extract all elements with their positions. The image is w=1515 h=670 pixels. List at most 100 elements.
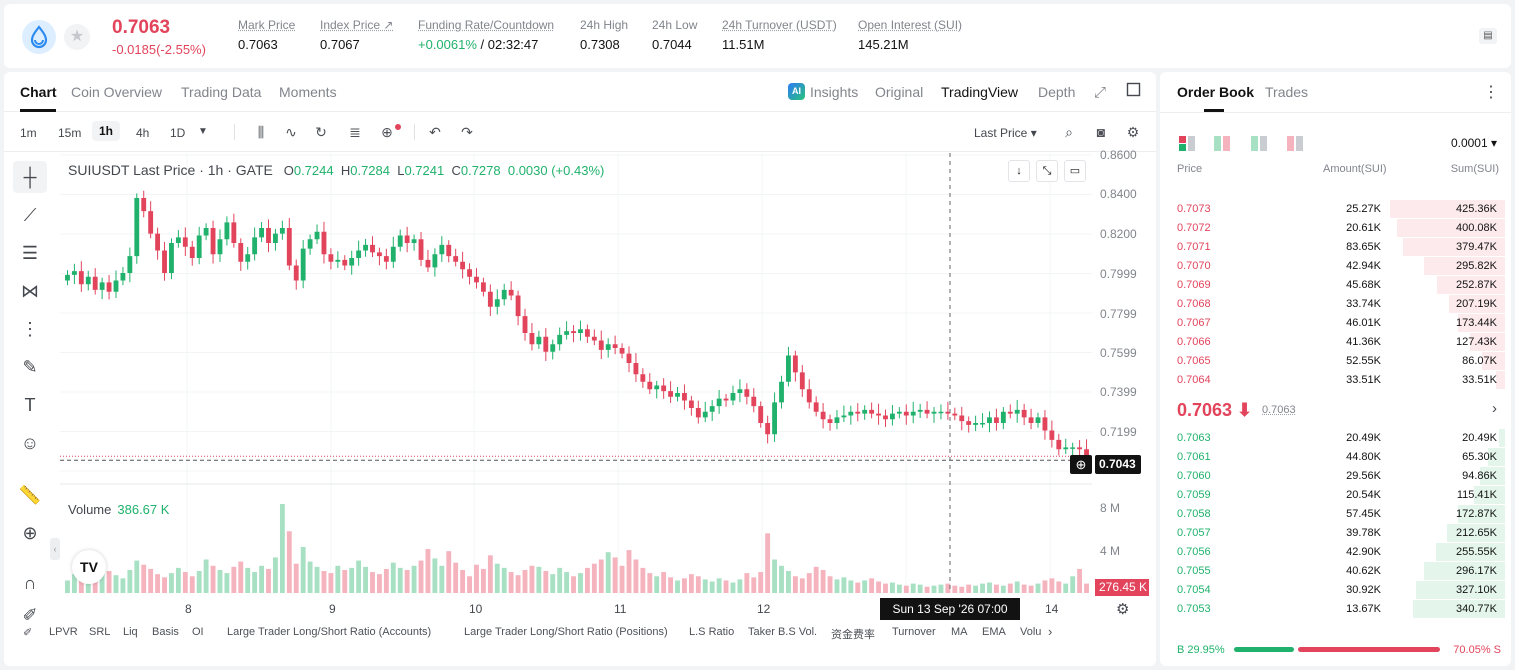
- indicator-item[interactable]: Taker B.S Vol.: [748, 626, 818, 638]
- search-icon[interactable]: ⌕: [1065, 124, 1073, 140]
- axis-settings-icon[interactable]: ⚙: [1116, 601, 1130, 618]
- tab-trading-data[interactable]: Trading Data: [181, 84, 262, 100]
- ask-row[interactable]: 0.7070 42.94K 295.82K: [1160, 257, 1511, 276]
- bid-row[interactable]: 0.7057 39.78K 212.65K: [1160, 524, 1511, 543]
- magnet-icon[interactable]: ∩: [23, 573, 37, 593]
- indicator-item[interactable]: EMA: [982, 626, 1006, 638]
- view-insights[interactable]: Insights: [810, 84, 859, 100]
- index-price-label[interactable]: Index Price ↗: [320, 18, 394, 32]
- crosshair-icon[interactable]: ┼: [13, 161, 47, 193]
- indicator-item[interactable]: 资金费率: [831, 629, 875, 641]
- layout-asks-icon[interactable]: [1287, 136, 1303, 151]
- more-options-icon[interactable]: ⋮: [1483, 84, 1499, 101]
- turnover-label[interactable]: 24h Turnover (USDT): [722, 18, 837, 32]
- indicator-item[interactable]: L.S Ratio: [689, 626, 735, 638]
- indicator-item[interactable]: Large Trader Long/Short Ratio (Positions…: [464, 626, 668, 638]
- lock-drawing-icon[interactable]: ✐: [22, 605, 38, 625]
- price-axis[interactable]: 0.8600 0.8400 0.8200 0.7999 0.7799 0.759…: [1092, 148, 1156, 595]
- bid-row[interactable]: 0.7061 44.80K 65.30K: [1160, 448, 1511, 467]
- camera-icon[interactable]: ◙: [1096, 124, 1106, 140]
- ask-row[interactable]: 0.7064 33.51K 33.51K: [1160, 371, 1511, 390]
- emoji-icon[interactable]: ☺: [20, 433, 40, 453]
- pattern-icon[interactable]: ⋈: [21, 281, 39, 301]
- tab-moments[interactable]: Moments: [279, 84, 337, 100]
- interval-1d[interactable]: 1D: [170, 126, 186, 140]
- add-order-plus-icon[interactable]: ⊕: [1070, 455, 1092, 474]
- bid-row[interactable]: 0.7060 29.56K 94.86K: [1160, 467, 1511, 486]
- ask-row[interactable]: 0.7067 46.01K 173.44K: [1160, 314, 1511, 333]
- horizontal-lines-icon[interactable]: ☰: [21, 243, 39, 263]
- ask-row[interactable]: 0.7073 25.27K 425.36K: [1160, 200, 1511, 219]
- interval-4h[interactable]: 4h: [136, 126, 150, 140]
- templates-icon[interactable]: ≣: [349, 124, 361, 140]
- tradingview-logo[interactable]: TV: [72, 550, 106, 584]
- bid-row[interactable]: 0.7058 57.45K 172.87K: [1160, 505, 1511, 524]
- ask-row[interactable]: 0.7068 33.74K 207.19K: [1160, 295, 1511, 314]
- favorite-star-icon[interactable]: ★: [64, 24, 90, 50]
- tab-order-book[interactable]: Order Book: [1177, 84, 1255, 100]
- lock-icon[interactable]: ✐: [23, 627, 33, 639]
- tab-chart[interactable]: Chart: [20, 84, 57, 100]
- chevron-right-icon[interactable]: ›: [1492, 400, 1497, 417]
- undo-icon[interactable]: ↶: [429, 124, 441, 140]
- layout-both-alt-icon[interactable]: [1214, 136, 1230, 151]
- pane-maximize-icon[interactable]: ▭: [1064, 160, 1086, 182]
- bid-row[interactable]: 0.7055 40.62K 296.17K: [1160, 562, 1511, 581]
- open-interest-label[interactable]: Open Interest (SUI): [858, 18, 963, 32]
- text-tool-icon[interactable]: T: [24, 395, 36, 415]
- indicator-item[interactable]: Turnover: [892, 626, 936, 638]
- layout-both-icon[interactable]: [1179, 136, 1195, 151]
- funding-label[interactable]: Funding Rate/Countdown: [418, 18, 555, 32]
- indicator-item[interactable]: OI: [192, 626, 204, 638]
- expand-icon[interactable]: ⤢: [1094, 84, 1107, 101]
- brush-icon[interactable]: ✎: [22, 357, 38, 377]
- collapse-toolbar-icon[interactable]: ‹: [50, 538, 60, 560]
- tab-coin-overview[interactable]: Coin Overview: [71, 84, 163, 100]
- scroll-right-icon[interactable]: ›: [1048, 624, 1053, 639]
- redo-icon[interactable]: ↷: [461, 124, 473, 140]
- tab-trades[interactable]: Trades: [1265, 84, 1309, 100]
- interval-dropdown-icon[interactable]: ▼: [198, 126, 208, 137]
- add-alert-icon[interactable]: ⊕: [381, 124, 393, 140]
- candle-type-icon[interactable]: ⫼: [257, 124, 265, 140]
- fullscreen-icon[interactable]: [1126, 82, 1141, 100]
- bid-row[interactable]: 0.7056 42.90K 255.55K: [1160, 543, 1511, 562]
- pane-collapse-icon[interactable]: ⤡: [1036, 160, 1058, 182]
- interval-15m[interactable]: 15m: [58, 126, 82, 140]
- indicator-item[interactable]: Basis: [152, 626, 179, 638]
- ask-row[interactable]: 0.7069 45.68K 252.87K: [1160, 276, 1511, 295]
- price-type-select[interactable]: Last Price ▾: [974, 126, 1037, 140]
- layout-bids-icon[interactable]: [1251, 136, 1267, 151]
- interval-1m[interactable]: 1m: [20, 126, 37, 140]
- view-original[interactable]: Original: [875, 84, 924, 100]
- indicators-icon[interactable]: ∿: [285, 124, 297, 140]
- replay-icon[interactable]: ↻: [315, 124, 327, 140]
- mark-price-label[interactable]: Mark Price: [238, 18, 296, 32]
- indicator-item[interactable]: SRL: [89, 626, 111, 638]
- bid-row[interactable]: 0.7063 20.49K 20.49K: [1160, 429, 1511, 448]
- indicator-item[interactable]: LPVR: [49, 626, 78, 638]
- bid-row[interactable]: 0.7053 13.67K 340.77K: [1160, 600, 1511, 619]
- fib-tool-icon[interactable]: ⋮: [21, 319, 39, 339]
- candlestick-chart[interactable]: [60, 153, 1092, 595]
- ruler-icon[interactable]: 📏: [18, 485, 42, 505]
- notebook-icon[interactable]: ▤: [1479, 28, 1497, 44]
- view-tradingview[interactable]: TradingView: [941, 84, 1019, 100]
- settings-gear-icon[interactable]: ⚙: [1126, 124, 1140, 140]
- ask-row[interactable]: 0.7065 52.55K 86.07K: [1160, 352, 1511, 371]
- pane-down-icon[interactable]: ↓: [1008, 160, 1030, 182]
- trend-line-icon[interactable]: ⟋: [23, 205, 37, 225]
- indicator-item[interactable]: MA: [951, 626, 968, 638]
- ask-row[interactable]: 0.7071 83.65K 379.47K: [1160, 238, 1511, 257]
- precision-select[interactable]: 0.0001 ▾: [1450, 136, 1497, 150]
- indicator-item[interactable]: Volu: [1020, 626, 1042, 638]
- view-depth[interactable]: Depth: [1038, 84, 1076, 100]
- bid-row[interactable]: 0.7054 30.92K 327.10K: [1160, 581, 1511, 600]
- bid-row[interactable]: 0.7059 20.54K 115.41K: [1160, 486, 1511, 505]
- ask-row[interactable]: 0.7066 41.36K 127.43K: [1160, 333, 1511, 352]
- indicator-item[interactable]: Large Trader Long/Short Ratio (Accounts): [227, 626, 432, 638]
- ask-row[interactable]: 0.7072 20.61K 400.08K: [1160, 219, 1511, 238]
- zoom-in-icon[interactable]: ⊕: [22, 523, 38, 543]
- indicator-item[interactable]: Liq: [123, 626, 138, 638]
- interval-1h[interactable]: 1h: [92, 121, 121, 141]
